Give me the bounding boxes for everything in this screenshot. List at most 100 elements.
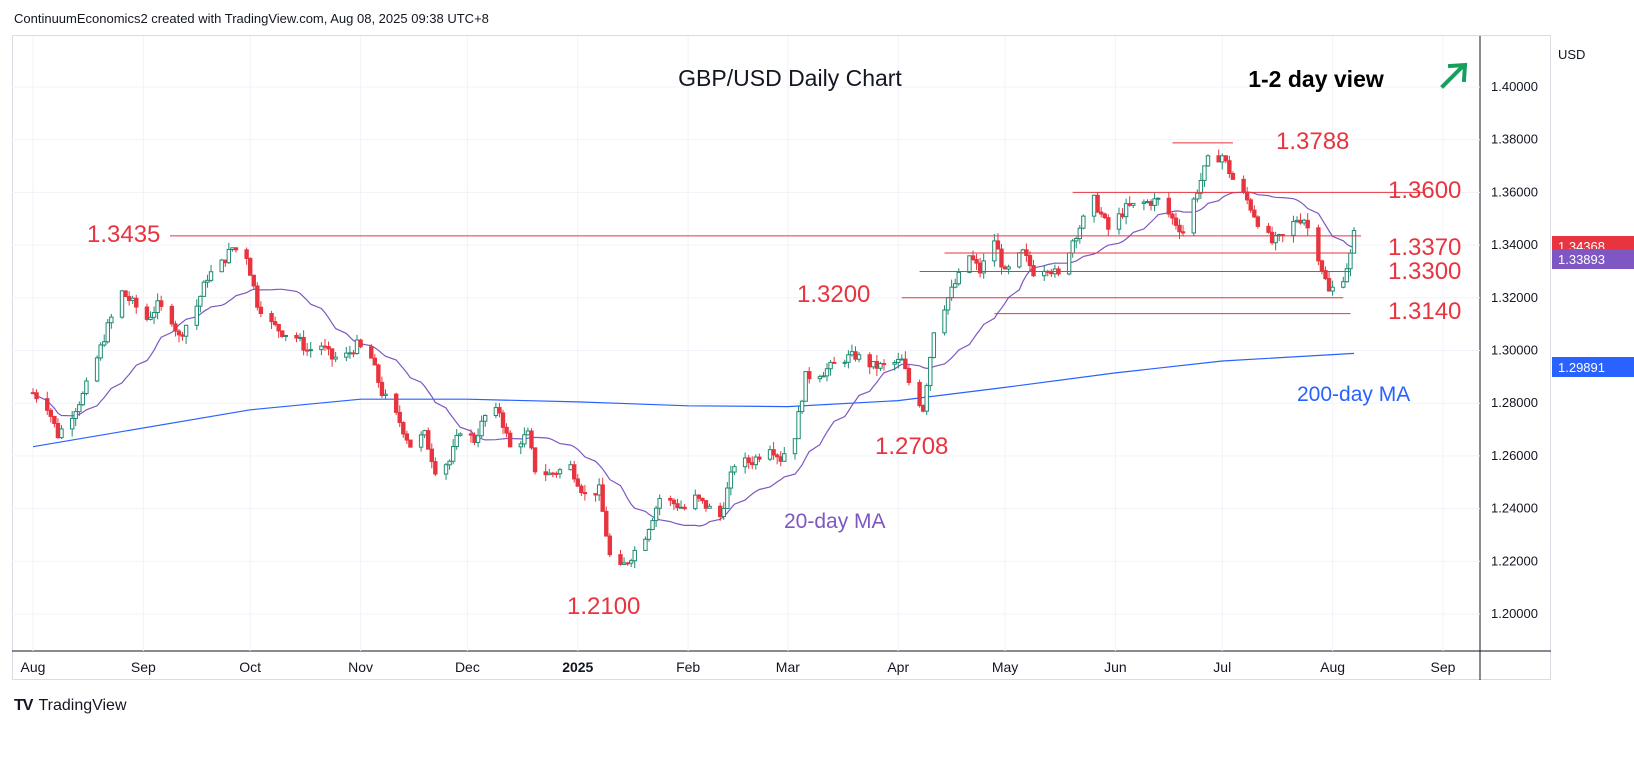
candle-body [803,371,808,402]
candle-body [757,456,762,460]
x-axis[interactable]: Aug Sep Oct Nov Dec 2025 Feb Mar Apr May Jun Jul Aug… [21,659,1456,675]
candle-body [397,411,402,424]
candle-body [974,258,979,264]
candle-body [671,499,677,505]
candle-body [572,464,577,480]
y-tick-label: 1.20000 [1491,606,1538,621]
x-tick-label: Aug [1320,659,1345,675]
candle-body [308,349,313,352]
candle-body [657,497,662,509]
candle-body [158,300,164,307]
candle-body [1123,203,1129,218]
view-label: 1-2 day view [1248,66,1384,92]
candle-body [1323,270,1328,280]
candle-body [728,471,734,489]
candle-body [251,274,256,287]
ma200-label: 200-day MA [1297,383,1410,406]
level-label: 1.2100 [567,593,640,620]
candle-body [995,240,1001,250]
candle-body [144,306,150,320]
candle-body [717,505,723,518]
candle-body [899,358,904,361]
x-tick-label: Aug [21,659,46,675]
candle-body [746,457,751,464]
candle-body [682,506,687,510]
candle-body [1269,231,1275,244]
candle-body [892,362,897,365]
candle-body [582,492,588,495]
candle-body [1166,197,1172,215]
candle-body [94,357,100,382]
candle-body [45,398,50,411]
candle-body [1102,213,1107,219]
ma200-path [32,352,1355,448]
candle-body [750,462,755,466]
candle-body [992,240,997,262]
candle-body [52,415,57,424]
candle-body [618,554,623,565]
candle-body [433,461,438,475]
candle-body [1077,227,1083,239]
y-tick-label: 1.36000 [1491,184,1538,199]
candle-body [1255,216,1261,227]
candle-body [1326,278,1332,292]
candle-body [84,380,89,394]
candle-body [233,247,239,251]
candle-body [774,454,780,458]
candle-body [1202,165,1207,181]
candle-body [148,316,153,320]
candle-body [771,449,776,456]
candle-body [208,271,214,281]
candle-body [244,249,249,259]
candle-body [967,255,972,273]
candle-body [219,259,224,273]
candle-body [721,507,726,518]
candle-body [949,286,954,299]
candle-body [871,361,876,368]
candle-body [653,507,659,522]
candle-body [621,562,627,565]
candle-body [604,510,609,537]
candle-body [169,305,175,325]
candle-body [924,385,929,412]
plot-frame[interactable] [12,35,1551,680]
candle-body [422,430,427,436]
x-tick-label: 2025 [562,659,593,675]
candle-body [401,422,406,435]
candle-body [725,487,730,509]
footer[interactable]: TV TradingView [14,697,127,715]
y-tick-label: 1.28000 [1491,395,1538,410]
candle-body [945,297,951,311]
candle-body [319,345,324,351]
candle-body [1294,219,1300,222]
candle-body [468,433,474,436]
candle-body [59,428,64,439]
candle-body [500,412,506,428]
candle-body [294,334,299,339]
candle-body [579,485,584,494]
candle-body [678,506,684,509]
grid-lines [12,36,1551,680]
y-axis[interactable]: 1.40000 1.38000 1.36000 1.34000 1.32000 1.300… [1491,79,1538,621]
candle-body [799,400,805,413]
candle-body [130,297,135,301]
candle-body [109,316,114,324]
candle-body [123,290,128,298]
svg-text:1.29891: 1.29891 [1558,360,1605,375]
candle-body [347,352,353,355]
candle-body [1042,270,1047,277]
candle-body [525,430,531,436]
candle-body [1344,268,1350,283]
candle-body [792,438,798,455]
candle-body [504,426,509,434]
candle-body [522,434,527,445]
candle-body [475,435,481,443]
candle-body [1031,265,1036,277]
candle-body [344,352,349,358]
candle-body [1127,203,1132,206]
candle-body [1305,219,1310,229]
candle-body [1351,230,1357,254]
candle-body [1152,198,1157,206]
candle-body [532,447,538,473]
